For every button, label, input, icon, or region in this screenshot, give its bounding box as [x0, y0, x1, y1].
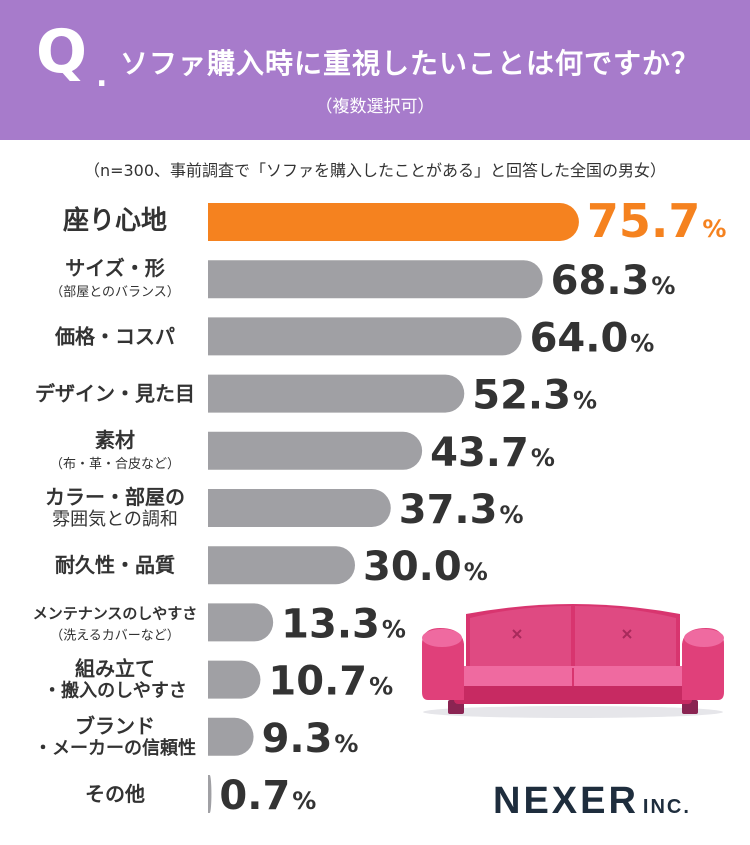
bar-11 — [208, 775, 212, 813]
bar-4 — [208, 374, 465, 413]
bar-1 — [208, 203, 579, 241]
question-mark-letter: Q — [36, 17, 88, 87]
value-unit-9: % — [369, 673, 393, 701]
value-unit-11: % — [292, 787, 316, 815]
category-label-11: その他 — [85, 782, 145, 806]
question-mark-dot: . — [96, 59, 108, 94]
header-banner: Q . ソファ購入時に重視したいことは何ですか？ （複数選択可） — [0, 0, 750, 140]
category-label-1: 座り心地 — [63, 205, 167, 236]
category-label-6: カラー・部屋の — [45, 485, 185, 509]
value-label-6: 37.3 — [399, 487, 498, 533]
bar-7 — [208, 546, 355, 585]
bar-6 — [208, 489, 391, 527]
value-label-7: 30.0 — [363, 544, 462, 590]
category-sublabel-10: ・メーカーの信頼性 — [34, 737, 196, 759]
bar-3 — [208, 317, 522, 356]
value-unit-3: % — [630, 329, 654, 357]
category-sublabel-8: （洗えるカバーなど） — [50, 628, 180, 643]
category-sublabel-5: （布・革・合皮など） — [50, 457, 180, 472]
value-unit-4: % — [573, 387, 597, 415]
value-unit-8: % — [382, 615, 406, 643]
logo-small-text: INC. — [642, 796, 691, 818]
category-label-9: 組み立て — [75, 657, 155, 681]
value-label-11: 0.7 — [219, 773, 290, 819]
multi-select-note: （複数選択可） — [315, 97, 435, 117]
logo-main-text: NEXER — [493, 780, 639, 822]
value-label-3: 64.0 — [530, 315, 629, 361]
company-logo: NEXER INC. — [493, 780, 691, 823]
question-text: ソファ購入時に重視したいことは何ですか？ — [120, 47, 701, 80]
value-label-1: 75.7 — [587, 194, 701, 248]
value-unit-2: % — [651, 272, 675, 300]
value-unit-7: % — [464, 558, 488, 586]
value-unit-10: % — [334, 730, 358, 758]
bar-2 — [208, 260, 543, 299]
category-label-7: 耐久性・品質 — [55, 553, 175, 577]
value-label-4: 52.3 — [472, 373, 571, 419]
bar-10 — [208, 717, 254, 756]
value-unit-5: % — [531, 444, 555, 472]
category-sublabel-2: （部屋とのバランス） — [50, 285, 180, 300]
bar-8 — [208, 603, 274, 642]
category-sublabel-6: 雰囲気との調和 — [52, 509, 178, 530]
value-label-8: 13.3 — [281, 601, 380, 647]
category-label-3: 価格・コスパ — [54, 324, 175, 348]
sample-note: （n=300、事前調査で「ソファを購入したことがある」と回答した全国の男女） — [83, 161, 667, 180]
category-sublabel-9: ・搬入のしやすさ — [43, 680, 187, 702]
category-label-10: ブランド — [75, 714, 155, 738]
bar-5 — [208, 431, 423, 470]
bar-9 — [208, 660, 261, 699]
category-label-8: メンテナンスのしやすさ — [33, 604, 198, 622]
category-label-2: サイズ・形 — [65, 256, 164, 280]
category-label-4: デザイン・見た目 — [35, 382, 195, 406]
value-unit-6: % — [499, 501, 523, 529]
sofa-illustration — [422, 604, 724, 718]
value-label-5: 43.7 — [430, 430, 529, 476]
value-label-2: 68.3 — [551, 258, 650, 304]
value-label-9: 10.7 — [268, 659, 367, 705]
value-unit-1: % — [702, 215, 726, 243]
category-label-5: 素材 — [95, 428, 135, 452]
value-label-10: 9.3 — [262, 716, 333, 762]
